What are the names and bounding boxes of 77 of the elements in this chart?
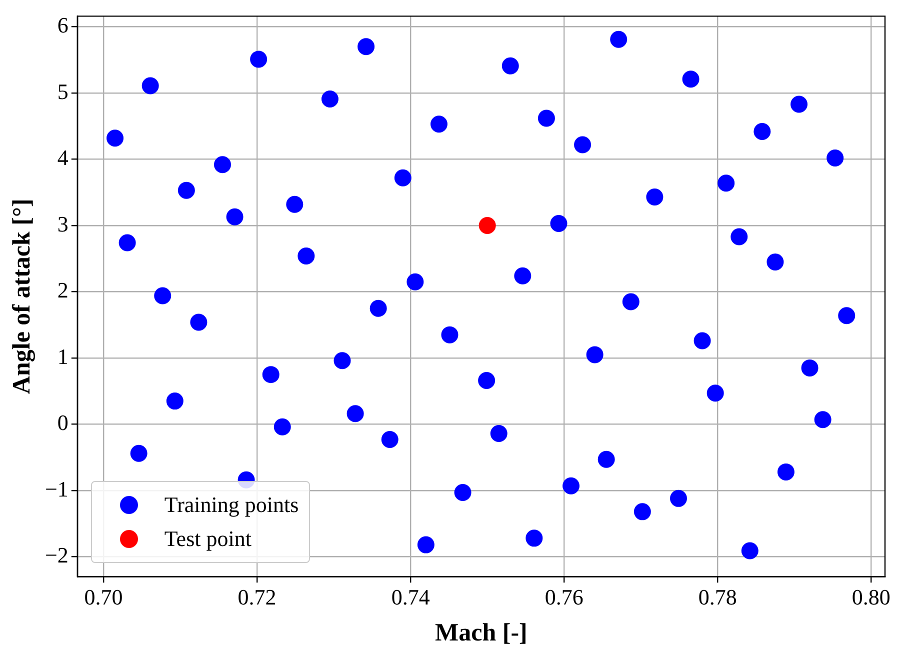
- point: [214, 156, 231, 174]
- point: [814, 411, 832, 428]
- x-tick-label: 0.70: [84, 584, 123, 610]
- y-tick-label: 5: [57, 78, 68, 104]
- point: [321, 90, 338, 108]
- y-tick-label: −1: [44, 476, 68, 502]
- point: [190, 314, 208, 331]
- y-tick-label: −2: [44, 542, 68, 568]
- y-tick-label: 4: [57, 145, 68, 170]
- legend-label: Test point: [164, 526, 252, 552]
- point: [142, 77, 159, 94]
- y-tick-label: 3: [57, 211, 68, 236]
- point: [346, 405, 364, 422]
- point: [406, 273, 424, 290]
- point: [694, 332, 711, 350]
- x-tick-label: 0.78: [698, 584, 737, 610]
- y-axis-title: Angle of attack [°]: [8, 198, 36, 394]
- point: [250, 50, 268, 68]
- point: [226, 208, 244, 226]
- point: [562, 477, 580, 494]
- point: [441, 326, 458, 344]
- point: [430, 116, 448, 133]
- point: [286, 196, 304, 213]
- point: [801, 359, 818, 376]
- point: [130, 444, 148, 462]
- point: [490, 425, 508, 442]
- point: [454, 484, 472, 501]
- point: [502, 57, 519, 74]
- point: [622, 293, 640, 310]
- point: [586, 346, 604, 364]
- point: [777, 463, 794, 480]
- point: [526, 530, 543, 547]
- point: [154, 287, 172, 304]
- point: [478, 372, 496, 390]
- point: [370, 300, 387, 317]
- point: [550, 215, 568, 232]
- x-tick-label: 0.80: [852, 584, 890, 610]
- point: [682, 70, 700, 88]
- point: [274, 418, 291, 436]
- point: [646, 188, 664, 206]
- point: [106, 130, 124, 147]
- point: [574, 136, 592, 154]
- x-tick-label: 0.72: [238, 584, 276, 610]
- point: [394, 169, 412, 186]
- x-tick-label: 0.76: [544, 584, 584, 610]
- point: [358, 38, 375, 56]
- point: [718, 174, 735, 192]
- point: [417, 536, 434, 554]
- point: [538, 110, 555, 127]
- x-tick-label: 0.74: [391, 584, 430, 610]
- point: [826, 149, 844, 166]
- point: [514, 267, 532, 284]
- point: [598, 450, 615, 468]
- y-tick-label: 6: [57, 12, 68, 38]
- point: [381, 430, 398, 448]
- point: [478, 217, 496, 234]
- point: [298, 247, 315, 264]
- x-axis-title: Mach [-]: [435, 619, 528, 646]
- point: [610, 30, 628, 48]
- point: [754, 122, 771, 140]
- point: [730, 228, 748, 246]
- point: [634, 503, 651, 520]
- point: [741, 542, 758, 560]
- point: [706, 384, 724, 402]
- point: [334, 352, 351, 370]
- point: [166, 392, 184, 410]
- point: [838, 307, 856, 324]
- point: [262, 366, 280, 384]
- point: [670, 490, 687, 507]
- y-tick-label: 1: [57, 344, 68, 369]
- point: [790, 96, 808, 113]
- point: [766, 253, 784, 270]
- legend-label: Training points: [164, 492, 299, 518]
- y-tick-label: 2: [57, 278, 68, 303]
- y-tick-label: 0: [57, 410, 68, 436]
- point: [178, 182, 195, 199]
- point: [118, 234, 136, 252]
